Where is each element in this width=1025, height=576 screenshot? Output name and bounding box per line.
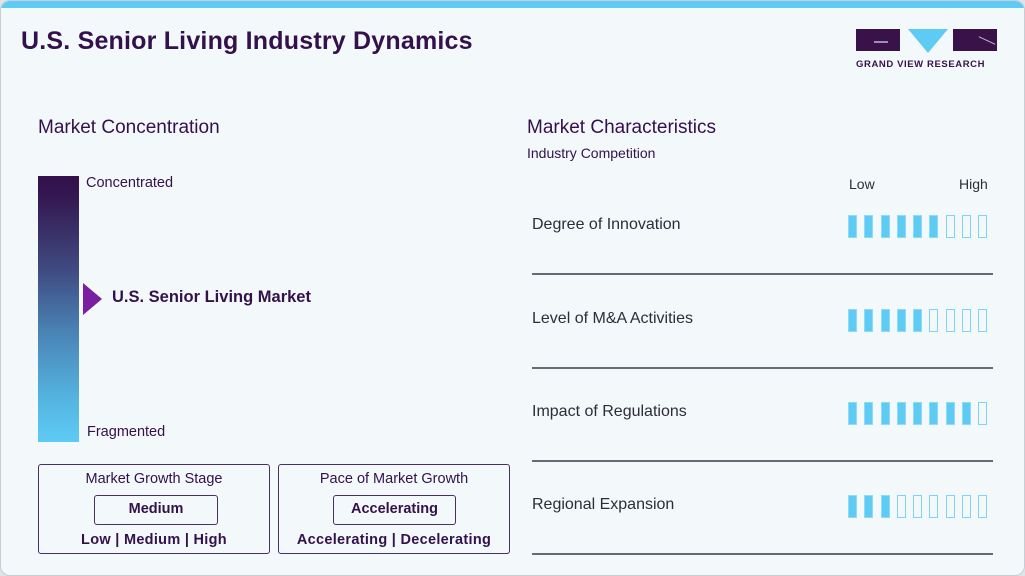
row-label-regional-expansion: Regional Expansion <box>532 496 675 513</box>
logo-v-triangle-icon <box>908 29 948 53</box>
meter-segment-filled <box>913 215 923 238</box>
meter-segment-empty <box>962 215 972 238</box>
accent-top-bar <box>1 1 1024 8</box>
market-characteristics-heading: Market Characteristics <box>527 117 716 138</box>
meter-segment-empty <box>929 309 939 332</box>
row-divider <box>532 460 993 462</box>
meter-segment-filled <box>880 495 890 518</box>
row-label-mna: Level of M&A Activities <box>532 310 693 327</box>
meter-segment-filled <box>880 402 890 425</box>
industry-competition-subheading: Industry Competition <box>527 145 656 161</box>
meter-segment-empty <box>978 309 988 332</box>
scale-high-label: High <box>959 176 988 192</box>
logo-g-block-icon <box>856 29 900 51</box>
meter-segment-filled <box>864 309 874 332</box>
meter-segment-empty <box>945 215 955 238</box>
meter-segment-filled <box>864 402 874 425</box>
row-divider <box>532 367 993 369</box>
page-title: U.S. Senior Living Industry Dynamics <box>21 27 473 55</box>
meter-segment-empty <box>945 309 955 332</box>
meter-segment-empty <box>913 495 923 518</box>
meter-segment-empty <box>962 309 972 332</box>
meter-innovation <box>848 215 988 238</box>
meter-segment-filled <box>896 309 906 332</box>
concentration-gradient-bar <box>38 176 79 442</box>
meter-segment-filled <box>848 309 857 332</box>
concentrated-label: Concentrated <box>86 175 174 191</box>
meter-segment-filled <box>962 402 972 425</box>
market-pointer-icon <box>83 283 102 315</box>
row-label-regulations: Impact of Regulations <box>532 403 687 420</box>
meter-segment-filled <box>896 402 906 425</box>
market-pointer-label: U.S. Senior Living Market <box>112 288 311 306</box>
meter-regulations <box>848 402 988 425</box>
meter-segment-empty <box>978 215 988 238</box>
meter-segment-empty <box>945 495 955 518</box>
fragmented-label: Fragmented <box>87 424 166 440</box>
meter-segment-filled <box>848 215 857 238</box>
meter-segment-empty <box>978 495 988 518</box>
logo-r-block-icon <box>953 29 997 51</box>
meter-mna <box>848 309 988 332</box>
meter-segment-filled <box>880 215 890 238</box>
row-divider <box>532 273 993 275</box>
growth-stage-title: Market Growth Stage <box>85 471 223 487</box>
meter-segment-filled <box>896 215 906 238</box>
row-divider <box>532 553 993 555</box>
meter-segment-filled <box>848 495 857 518</box>
meter-segment-empty <box>896 495 906 518</box>
market-growth-stage-box: Market Growth Stage Medium Low | Medium … <box>38 464 270 554</box>
meter-segment-filled <box>864 215 874 238</box>
scale-low-label: Low <box>849 176 875 192</box>
growth-pace-title: Pace of Market Growth <box>319 471 469 487</box>
meter-segment-filled <box>913 402 923 425</box>
meter-segment-filled <box>929 215 939 238</box>
growth-stage-options: Low | Medium | High <box>81 532 227 548</box>
meter-regional-expansion <box>848 495 988 518</box>
pace-of-market-growth-box: Pace of Market Growth Accelerating Accel… <box>278 464 510 554</box>
meter-segment-empty <box>978 402 988 425</box>
logo-g-notch <box>874 41 888 43</box>
growth-stage-value: Medium <box>94 495 218 525</box>
meter-segment-filled <box>848 402 857 425</box>
grand-view-research-logo: GRAND VIEW RESEARCH <box>856 29 998 71</box>
meter-segment-filled <box>929 402 939 425</box>
meter-segment-empty <box>929 495 939 518</box>
row-label-innovation: Degree of Innovation <box>532 216 681 233</box>
meter-segment-filled <box>880 309 890 332</box>
meter-segment-filled <box>945 402 955 425</box>
growth-pace-options: Accelerating | Decelerating <box>296 532 492 548</box>
meter-segment-filled <box>864 495 874 518</box>
market-concentration-heading: Market Concentration <box>38 117 220 138</box>
growth-pace-value: Accelerating <box>333 495 456 525</box>
meter-segment-filled <box>913 309 923 332</box>
logo-text: GRAND VIEW RESEARCH <box>856 59 986 70</box>
meter-segment-empty <box>962 495 972 518</box>
